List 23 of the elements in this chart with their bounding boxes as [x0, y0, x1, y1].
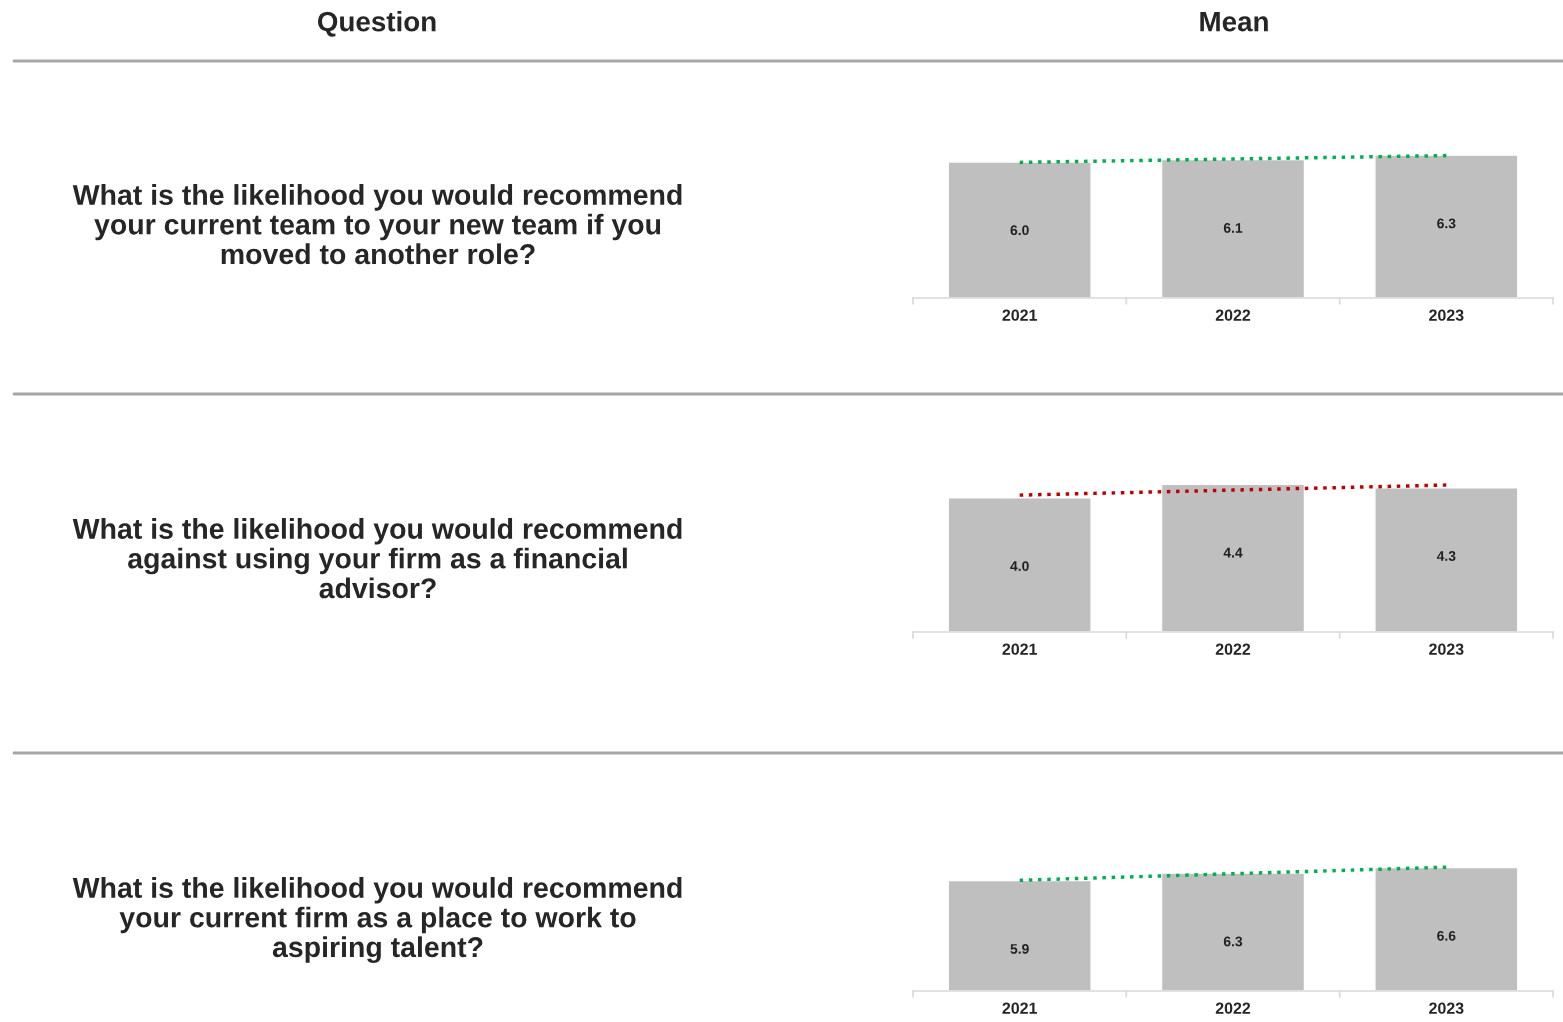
x-tick-label: 2021 [1002, 309, 1037, 321]
y-axis-title: What is the likelihood you would recommend your current firm as a place to work to aspiring talent? [72, 877, 682, 963]
x-tick-label: 2023 [1429, 309, 1464, 321]
data-label: 6.0 [1010, 225, 1029, 236]
y-axis-title: What is the likelihood you would recommend against using your firm as a financial advisor? [72, 518, 682, 599]
y-axis-title: What is the likelihood you would recommend your current team to your new team if you moved to another role? [72, 184, 682, 265]
text: Question [317, 11, 436, 37]
x-tick-label: 2022 [1215, 1002, 1251, 1014]
data-label: 5.9 [1010, 943, 1029, 954]
data-label: 4.4 [1223, 547, 1243, 558]
data-label: 4.3 [1436, 551, 1456, 561]
x-tick-label: 2023 [1429, 1002, 1464, 1014]
data-label: 6.3 [1223, 936, 1243, 947]
x-tick-label: 2021 [1002, 643, 1037, 655]
x-tick-label: 2021 [1002, 1002, 1037, 1014]
data-label: 6.6 [1437, 930, 1456, 941]
x-tick-label: 2022 [1215, 309, 1251, 321]
x-tick-label: 2023 [1429, 643, 1464, 655]
data-label: 4.0 [1010, 561, 1029, 571]
data-label: 6.3 [1437, 218, 1456, 229]
text: Mean [1200, 12, 1268, 32]
x-tick-label: 2022 [1215, 643, 1251, 655]
data-label: 6.1 [1223, 223, 1243, 233]
